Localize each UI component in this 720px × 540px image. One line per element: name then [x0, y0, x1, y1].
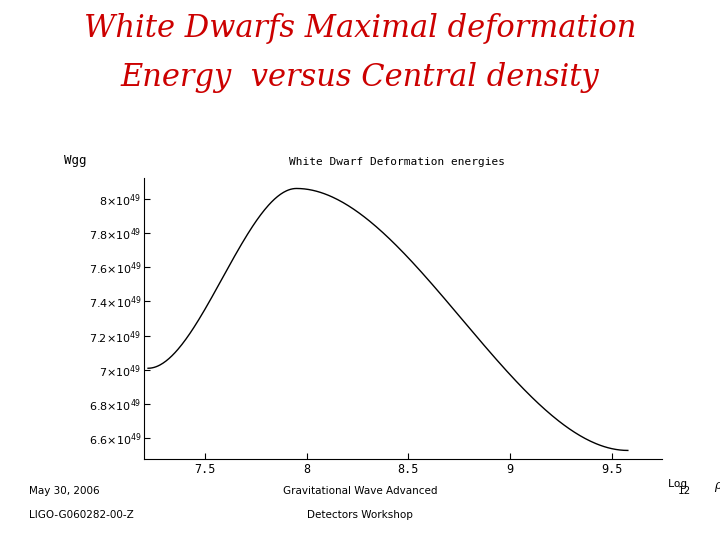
Text: Log: Log: [667, 478, 688, 489]
Text: LIGO-G060282-00-Z: LIGO-G060282-00-Z: [29, 510, 133, 521]
Text: White Dwarfs Maximal deformation: White Dwarfs Maximal deformation: [84, 14, 636, 44]
Text: White Dwarf Deformation energies: White Dwarf Deformation energies: [289, 157, 505, 167]
Text: May 30, 2006: May 30, 2006: [29, 486, 99, 496]
Text: Energy  versus Central density: Energy versus Central density: [121, 62, 599, 93]
Text: 12: 12: [678, 486, 691, 496]
Text: Wgg: Wgg: [63, 154, 86, 167]
Text: ρ: ρ: [714, 478, 720, 491]
Text: Detectors Workshop: Detectors Workshop: [307, 510, 413, 521]
Text: Gravitational Wave Advanced: Gravitational Wave Advanced: [283, 486, 437, 496]
